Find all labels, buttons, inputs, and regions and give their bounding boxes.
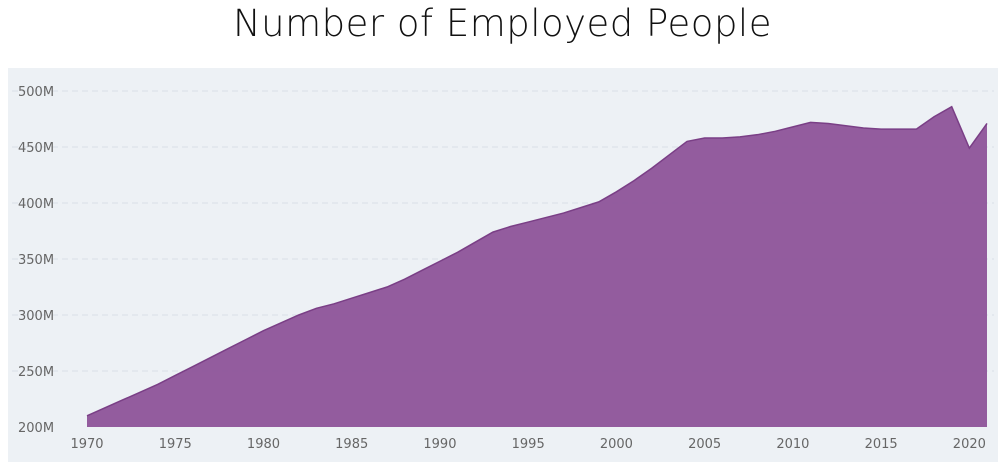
y-tick-label-400: 400M — [18, 197, 54, 212]
x-tick-label-1975: 1975 — [159, 437, 192, 452]
x-tick-label-2005: 2005 — [688, 437, 721, 452]
x-tick-label-1980: 1980 — [247, 437, 280, 452]
x-tick-label-1985: 1985 — [335, 437, 368, 452]
x-tick-label-2000: 2000 — [600, 437, 633, 452]
y-tick-label-300: 300M — [18, 309, 54, 324]
x-tick-label-2010: 2010 — [776, 437, 809, 452]
y-tick-label-450: 450M — [18, 141, 54, 156]
chart-title: Number of Employed People — [233, 2, 772, 45]
area-series-employed — [87, 106, 987, 428]
y-tick-label-200: 200M — [18, 421, 54, 436]
x-tick-label-2020: 2020 — [953, 437, 986, 452]
y-axis-ticks: 200M 250M 300M 350M 400M 450M 500M — [18, 85, 54, 436]
x-axis-ticks: 1970 1975 1980 1985 1990 1995 2000 2005 2010 2015… — [70, 437, 985, 452]
area-series-line — [86, 105, 988, 417]
y-tick-label-500: 500M — [18, 85, 54, 100]
y-tick-label-350: 350M — [18, 253, 54, 268]
y-tick-label-250: 250M — [18, 365, 54, 380]
x-tick-label-1995: 1995 — [512, 437, 545, 452]
x-tick-label-2015: 2015 — [865, 437, 898, 452]
x-tick-label-1970: 1970 — [70, 437, 103, 452]
x-tick-label-1990: 1990 — [423, 437, 456, 452]
